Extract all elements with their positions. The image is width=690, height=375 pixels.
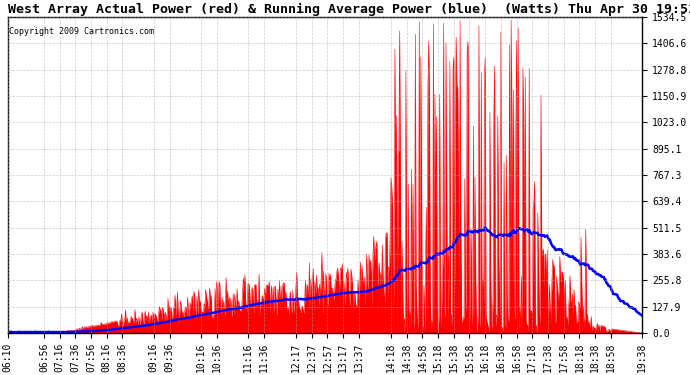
Text: West Array Actual Power (red) & Running Average Power (blue)  (Watts) Thu Apr 30: West Array Actual Power (red) & Running … <box>8 3 690 16</box>
Text: Copyright 2009 Cartronics.com: Copyright 2009 Cartronics.com <box>9 27 154 36</box>
